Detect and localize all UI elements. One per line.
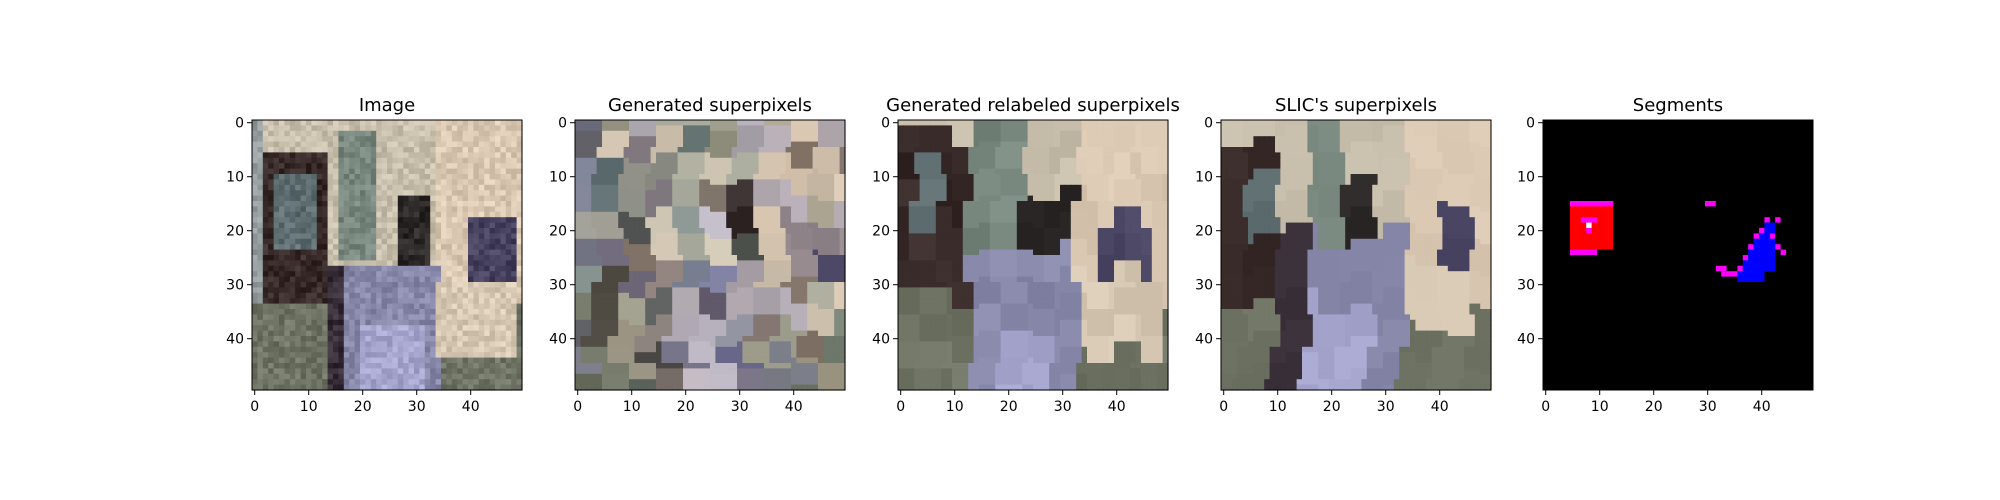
- x-tick-label: 40: [785, 399, 803, 415]
- axes-frame: [574, 119, 846, 391]
- y-tick-label: 30: [1195, 278, 1213, 294]
- axes-2: Generated superpixels 0 10 20 30 40 0 10 20 30 40: [549, 95, 846, 415]
- axes-frame: [1542, 119, 1814, 391]
- y-tick-label: 0: [1526, 116, 1535, 132]
- x-tick-label: 0: [1541, 399, 1550, 415]
- axes-frame: [1220, 119, 1492, 391]
- x-tick-label: 0: [1219, 399, 1228, 415]
- y-tick-label: 40: [226, 332, 244, 348]
- x-tick-label: 30: [1377, 399, 1395, 415]
- y-tick-label: 10: [1195, 170, 1213, 186]
- y-tick-label: 40: [872, 332, 890, 348]
- segment-3-cell: [1764, 222, 1776, 234]
- y-tick-label: 20: [549, 224, 567, 240]
- y-tick-label: 10: [226, 170, 244, 186]
- chart-title: Generated superpixels: [608, 95, 812, 116]
- y-tick-label: 30: [549, 278, 567, 294]
- image-pixels: [1221, 120, 1492, 391]
- segment-2-cell: [1715, 265, 1727, 272]
- y-tick-label: 30: [1517, 278, 1535, 294]
- image-pixels: [1543, 120, 1813, 390]
- segment-2-cell: [1570, 249, 1597, 255]
- segment-2-cell: [1580, 217, 1597, 223]
- y-tick-label: 40: [549, 332, 567, 348]
- y-tick-label: 40: [1195, 332, 1213, 348]
- segment-2-cell: [1769, 233, 1776, 239]
- chart-title: Generated relabeled superpixels: [886, 95, 1180, 116]
- chart-title: Segments: [1633, 95, 1723, 116]
- x-tick-label: 40: [1108, 399, 1126, 415]
- x-tick-label: 10: [1591, 399, 1609, 415]
- segment-2-cell: [1753, 233, 1759, 239]
- y-tick-label: 30: [226, 278, 244, 294]
- y-tick-label: 10: [1517, 170, 1535, 186]
- segment-2-cell: [1705, 201, 1716, 207]
- segment-2-cell: [1775, 244, 1781, 250]
- x-tick-label: 30: [408, 399, 426, 415]
- x-tick-label: 10: [300, 399, 318, 415]
- axes-frame: [897, 119, 1169, 391]
- segment-2-cell: [1748, 244, 1754, 250]
- y-tick-label: 0: [881, 116, 890, 132]
- y-tick-label: 10: [549, 170, 567, 186]
- segment-2-cell: [1737, 265, 1743, 272]
- x-tick-label: 20: [1645, 399, 1663, 415]
- segment-2-cell: [1780, 249, 1786, 255]
- y-tick-label: 0: [558, 116, 567, 132]
- axes-1: Image 0 10 20 30 40 0 10 20 30 40: [226, 95, 523, 415]
- y-tick-label: 0: [1204, 116, 1213, 132]
- segment-2-cell: [1570, 201, 1614, 207]
- x-tick-label: 30: [731, 399, 749, 415]
- segment-2-cell: [1742, 255, 1749, 261]
- segment-2-cell: [1759, 228, 1765, 234]
- y-tick-label: 40: [1517, 332, 1535, 348]
- x-tick-label: 0: [896, 399, 905, 415]
- segment-3-cell: [1759, 233, 1770, 245]
- x-tick-label: 20: [677, 399, 695, 415]
- y-tick-label: 10: [872, 170, 890, 186]
- segment-2-cell: [1721, 271, 1754, 277]
- x-tick-label: 20: [354, 399, 372, 415]
- image-pixels: [252, 120, 523, 391]
- segment-2-cell: [1764, 217, 1770, 223]
- x-tick-label: 0: [573, 399, 582, 415]
- segment-3-cell: [1742, 260, 1776, 272]
- y-tick-label: 20: [872, 224, 890, 240]
- y-tick-label: 30: [872, 278, 890, 294]
- image-pixels: [575, 120, 846, 391]
- segment-4-cell: [1586, 222, 1592, 228]
- axes-frame: [251, 119, 523, 391]
- x-tick-label: 40: [1431, 399, 1449, 415]
- chart-title: SLIC's superpixels: [1275, 95, 1437, 116]
- x-tick-label: 30: [1699, 399, 1717, 415]
- segment-3-cell: [1753, 276, 1765, 282]
- x-tick-label: 10: [623, 399, 641, 415]
- x-tick-label: 20: [1000, 399, 1018, 415]
- segment-2-cell: [1775, 217, 1781, 223]
- image-pixels: [898, 120, 1169, 391]
- segment-3-cell: [1748, 249, 1776, 261]
- x-tick-label: 20: [1323, 399, 1341, 415]
- x-tick-label: 0: [250, 399, 259, 415]
- axes-4: SLIC's superpixels 0 10 20 30 40 0 10 20 30 40: [1195, 95, 1492, 415]
- segment-2-cell: [1586, 228, 1592, 234]
- axes-5: Segments 0 10 20 30 40 0 10 20 30 40: [1517, 95, 1814, 415]
- y-tick-label: 20: [226, 224, 244, 240]
- chart-title: Image: [359, 95, 415, 116]
- y-tick-label: 20: [1195, 224, 1213, 240]
- y-tick-label: 0: [235, 116, 244, 132]
- x-tick-label: 40: [1753, 399, 1771, 415]
- segment-3-cell: [1737, 271, 1765, 282]
- x-tick-label: 10: [1269, 399, 1287, 415]
- y-tick-label: 20: [1517, 224, 1535, 240]
- x-tick-label: 40: [462, 399, 480, 415]
- x-tick-label: 30: [1054, 399, 1072, 415]
- segment-3-cell: [1753, 238, 1776, 250]
- x-tick-label: 10: [946, 399, 964, 415]
